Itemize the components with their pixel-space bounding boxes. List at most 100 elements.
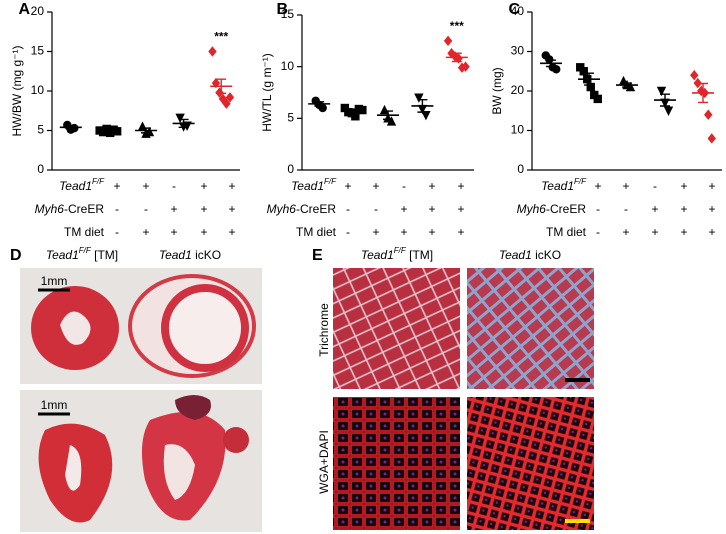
label-part: F/F: [324, 177, 337, 186]
condition-sign: -: [596, 225, 600, 239]
condition-sign: -: [596, 202, 600, 216]
column-header: Tead1 icKO: [159, 248, 221, 262]
panel-label: E: [312, 247, 323, 264]
condition-sign: -: [374, 202, 378, 216]
y-tick-label: 5: [287, 111, 294, 125]
data-point: [443, 35, 453, 47]
row-label: Trichrome: [317, 303, 331, 357]
condition-sign: +: [400, 225, 407, 239]
error-bar: [622, 82, 632, 88]
label-part: -CreER: [296, 202, 336, 216]
y-tick-label: 10: [511, 123, 525, 137]
condition-sign: +: [142, 179, 149, 193]
condition-sign: +: [708, 179, 715, 193]
condition-sign: +: [651, 225, 658, 239]
condition-sign: +: [680, 179, 687, 193]
condition-label: Tead1F/F: [541, 177, 587, 193]
condition-sign: -: [653, 179, 657, 193]
label-part: Tead1: [291, 179, 324, 193]
data-point: [579, 67, 588, 76]
condition-sign: -: [115, 202, 119, 216]
micrographs: [333, 268, 594, 530]
error-bar: [417, 99, 428, 113]
data-point: [461, 61, 470, 72]
data-point: [144, 126, 155, 137]
condition-sign: +: [680, 225, 687, 239]
y-tick-label: 20: [511, 83, 525, 97]
panel-label: D: [10, 247, 22, 264]
condition-sign: -: [172, 179, 176, 193]
error-bar: [314, 101, 325, 107]
data-point: [707, 133, 716, 144]
error-bar: [103, 129, 114, 132]
condition-sign: +: [228, 179, 235, 193]
condition-label: TM diet: [64, 225, 105, 239]
dot-plot: B HW/TL (g m⁻¹) 0 5 10 15 *** Tead1F/F + + - + + Myh6…: [260, 1, 474, 239]
y-tick-label: 15: [281, 7, 295, 21]
condition-sign: +: [428, 225, 435, 239]
column-header: Tead1F/F [TM]: [46, 246, 118, 262]
condition-label: TM diet: [296, 225, 337, 239]
scale-label: 1mm: [41, 274, 68, 288]
row-label: WGA+DAPI: [317, 430, 331, 494]
y-tick-label: 10: [31, 83, 45, 97]
condition-sign: +: [680, 202, 687, 216]
y-tick-label: 30: [511, 44, 525, 58]
data-point: [545, 55, 554, 64]
data-point: [208, 46, 217, 57]
condition-sign: +: [200, 225, 207, 239]
data-point: [222, 98, 231, 109]
condition-sign: +: [594, 179, 601, 193]
y-tick-label: 0: [287, 162, 294, 176]
label-part: F/F: [574, 177, 587, 186]
condition-sign: +: [372, 179, 379, 193]
data-point: [421, 111, 431, 121]
error-bar: [348, 108, 359, 114]
label-part: TM diet: [546, 225, 587, 239]
condition-sign: +: [400, 202, 407, 216]
error-bar: [216, 78, 227, 95]
error-bar: [141, 127, 151, 134]
column-header: Tead1F/F [TM]: [361, 246, 433, 262]
condition-sign: +: [200, 202, 207, 216]
condition-sign: +: [651, 202, 658, 216]
error-bar: [451, 52, 462, 63]
y-tick-label: 5: [37, 123, 44, 137]
dot-plot: A HW/BW (mg g⁻¹) 0 5 10 15 20 *** Tead1F/F + + - + + M…: [10, 1, 240, 239]
condition-sign: -: [346, 225, 350, 239]
condition-label: Tead1F/F: [59, 177, 105, 193]
y-tick-label: 15: [31, 44, 45, 58]
condition-sign: +: [457, 225, 464, 239]
label-part: Myh6: [267, 202, 297, 216]
data-point: [358, 105, 367, 115]
data-point: [386, 116, 397, 126]
condition-label: Myh6-CreER: [517, 202, 587, 216]
y-tick-label: 0: [517, 162, 524, 176]
label-part: -CreER: [64, 202, 104, 216]
condition-sign: +: [428, 179, 435, 193]
label-part: TM diet: [64, 225, 105, 239]
scale-label: 1mm: [41, 398, 68, 412]
label-part: -CreER: [546, 202, 586, 216]
data-point: [225, 92, 235, 103]
condition-sign: +: [142, 225, 149, 239]
error-bar: [584, 72, 594, 86]
error-bar: [178, 118, 189, 129]
condition-sign: +: [708, 202, 715, 216]
data-point: [414, 93, 424, 103]
heart-image-bottom: [20, 390, 262, 532]
label-part: Tead1: [59, 179, 92, 193]
condition-sign: +: [622, 179, 629, 193]
y-axis-label: BW (mg): [490, 67, 504, 114]
condition-sign: +: [170, 202, 177, 216]
panel-label: C: [508, 1, 520, 18]
y-tick-label: 10: [281, 59, 295, 73]
y-tick-label: 20: [31, 4, 45, 18]
error-bar: [383, 110, 393, 121]
panel-label: A: [18, 1, 30, 18]
condition-label: Tead1F/F: [291, 177, 337, 193]
condition-label: TM diet: [546, 225, 587, 239]
condition-sign: -: [115, 225, 119, 239]
condition-sign: +: [372, 225, 379, 239]
significance: ***: [450, 19, 464, 33]
